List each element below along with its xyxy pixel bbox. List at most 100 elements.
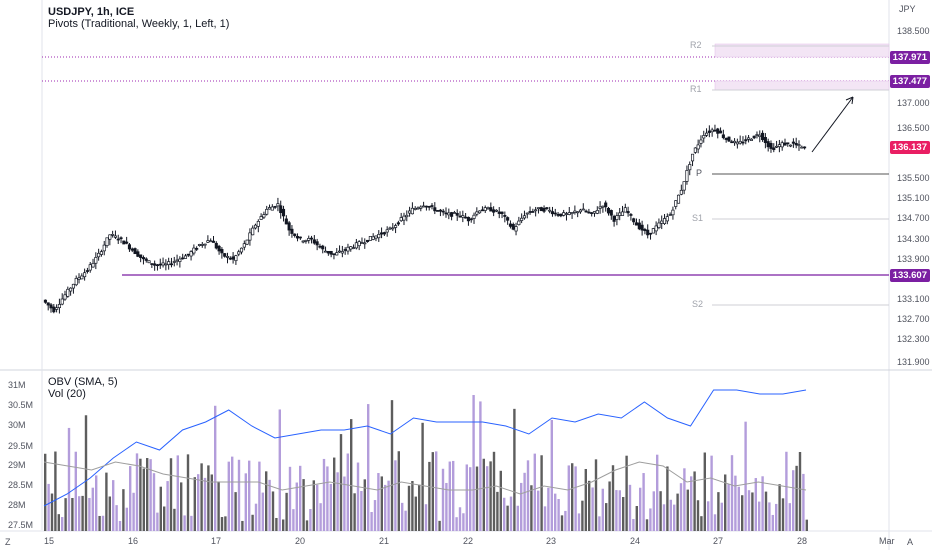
- volume-bar: [57, 514, 60, 531]
- time-axis-label: Mar: [879, 536, 895, 546]
- volume-bar: [156, 512, 159, 531]
- volume-bar: [271, 491, 275, 531]
- volume-bar: [384, 484, 387, 531]
- price-tick-label: 138.500: [897, 26, 930, 36]
- candle-body: [777, 144, 781, 148]
- candle-body: [206, 240, 210, 243]
- candle-body: [671, 209, 675, 216]
- candle-body: [293, 233, 297, 236]
- volume-bar: [397, 451, 400, 531]
- candle-body: [388, 227, 392, 230]
- volume-bar: [350, 419, 353, 531]
- volume-bar: [656, 454, 659, 531]
- candle-body: [719, 130, 723, 134]
- candle-body: [111, 234, 115, 236]
- volume-bar: [251, 514, 254, 531]
- candle-body: [710, 129, 714, 133]
- candle-body: [127, 244, 131, 250]
- candle-body: [133, 248, 137, 255]
- volume-bar: [639, 487, 642, 531]
- candle-body: [284, 218, 288, 225]
- candle-body: [318, 245, 322, 248]
- price-tick-label: 136.500: [897, 123, 930, 133]
- volume-bar: [550, 419, 553, 531]
- volume-bar: [319, 503, 322, 531]
- current-price-box: 136.137: [889, 141, 930, 154]
- volume-indicator-label[interactable]: Vol (20): [48, 388, 86, 400]
- time-axis-label: 27: [713, 536, 724, 546]
- volume-bar: [486, 466, 489, 531]
- candle-body: [506, 217, 510, 221]
- volume-bar: [363, 479, 366, 531]
- volume-tick-label: 30.5M: [8, 400, 34, 410]
- candle-body: [192, 247, 196, 254]
- volume-bar: [241, 520, 244, 531]
- volume-bar: [482, 458, 485, 531]
- time-axis-label: 24: [630, 536, 641, 546]
- candle-body: [323, 250, 328, 253]
- candle-body: [797, 144, 801, 147]
- price-tick-label: 135.500: [897, 173, 930, 183]
- candle-body: [245, 239, 249, 245]
- volume-bar: [380, 476, 383, 531]
- candle-body: [674, 200, 678, 207]
- volume-bar: [309, 509, 312, 531]
- candle-body: [71, 283, 75, 289]
- candle-body: [270, 206, 274, 211]
- volume-bar: [792, 470, 795, 531]
- candle-body: [702, 135, 706, 139]
- time-axis-label: 20: [295, 536, 306, 546]
- zoom-reset-icon[interactable]: Z: [5, 537, 11, 547]
- volume-bar: [132, 492, 135, 531]
- candle-body: [634, 222, 639, 226]
- volume-bar: [203, 477, 207, 531]
- volume-bar: [632, 519, 635, 531]
- candle-body: [556, 213, 560, 216]
- volume-bar: [173, 508, 176, 531]
- volume-bar: [169, 458, 173, 531]
- candle-body: [492, 209, 496, 213]
- volume-bar: [285, 492, 288, 531]
- volume-bar: [61, 517, 64, 531]
- candle-body: [534, 209, 538, 212]
- candle-body: [520, 217, 524, 221]
- auto-scale-icon[interactable]: A: [907, 537, 914, 547]
- candle-body: [399, 217, 403, 222]
- volume-bar: [690, 476, 693, 531]
- volume-bar: [193, 477, 196, 531]
- candle-body: [273, 206, 277, 208]
- candle-body: [427, 205, 431, 208]
- pivots-indicator-label[interactable]: Pivots (Traditional, Weekly, 1, Left, 1): [48, 18, 230, 30]
- volume-bar: [448, 461, 451, 531]
- candle-body: [690, 153, 695, 162]
- volume-bar: [591, 487, 594, 531]
- volume-bar: [696, 500, 700, 531]
- volume-bar: [465, 464, 468, 531]
- candle-body: [405, 214, 409, 218]
- candle-body: [763, 137, 767, 144]
- candle-body: [357, 241, 361, 247]
- candle-body: [517, 220, 521, 226]
- candle-body: [214, 242, 218, 249]
- obv-indicator-label[interactable]: OBV (SMA, 5): [48, 376, 118, 388]
- candle-body: [343, 249, 347, 251]
- candle-body: [791, 141, 795, 144]
- volume-bar: [526, 460, 530, 531]
- candle-body: [749, 138, 753, 141]
- candle-body: [612, 215, 616, 222]
- volume-bar: [469, 467, 472, 531]
- candle-body: [640, 224, 644, 231]
- candle-body: [368, 236, 372, 241]
- candle-body: [500, 211, 504, 215]
- volume-bar: [88, 497, 91, 531]
- volume-bar: [108, 496, 111, 531]
- volume-bar: [91, 487, 94, 531]
- volume-bar: [489, 461, 492, 531]
- candle-body: [43, 299, 47, 303]
- candle-body: [195, 248, 199, 250]
- volume-bar: [472, 395, 475, 531]
- volume-bar: [503, 497, 506, 531]
- currency-label: JPY: [899, 4, 916, 14]
- volume-bar: [642, 473, 645, 531]
